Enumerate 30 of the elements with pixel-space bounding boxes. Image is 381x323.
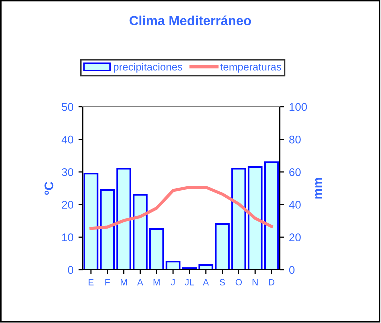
y-tick-label: 10 (62, 234, 74, 242)
y2-tick-label: 80 (290, 136, 301, 144)
x-tick-label: A (137, 279, 144, 286)
x-tick-label: F (106, 279, 110, 286)
y-tick-label: 50 (62, 103, 74, 112)
legend-label: precipitaciones (114, 63, 183, 73)
y-tick-label: 20 (62, 201, 74, 209)
x-tick-label: JL (185, 279, 194, 286)
x-tick-label: S (220, 279, 226, 286)
x-tick-label: J (171, 279, 175, 286)
y2-tick-label: 40 (289, 201, 301, 209)
x-tick-label: D (269, 279, 275, 286)
x-tick-label: N (252, 279, 258, 286)
x-tick-label: M (154, 279, 160, 286)
x-tick-label: M (121, 279, 128, 286)
y2-tick-label: 60 (290, 168, 301, 176)
y2-tick-label: 20 (290, 234, 301, 242)
legend-label: temperaturas (220, 64, 282, 73)
y-axis-title: ºC (44, 182, 54, 196)
x-tick-label: E (88, 279, 94, 286)
y2-tick-label: 0 (289, 266, 295, 274)
y-tick-label: 40 (62, 136, 74, 144)
chart-title: Clima Mediterráneo (130, 16, 252, 26)
y-tick-label: 0 (68, 266, 74, 274)
y-tick-label: 30 (62, 168, 74, 176)
x-tick-label: A (203, 279, 210, 286)
x-tick-label: O (236, 279, 242, 286)
y2-tick-label: 100 (290, 103, 308, 112)
line-series (90, 186, 274, 230)
y2-axis-title: mm (315, 178, 322, 199)
